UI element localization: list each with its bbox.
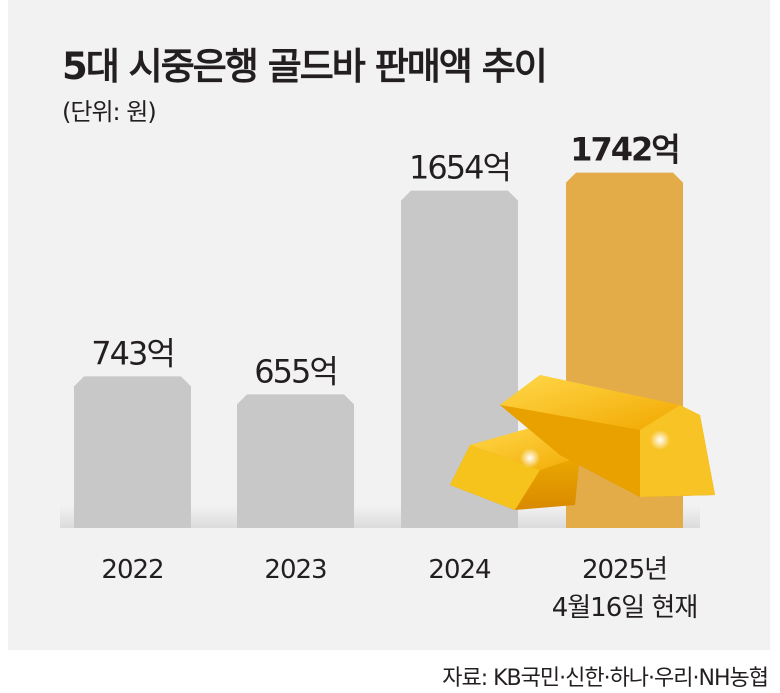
data-label: 655억 <box>254 352 337 390</box>
data-label: 1742억 <box>570 131 679 169</box>
source-note: 자료: KB국민·신한·하나·우리·NH농협 <box>442 666 769 691</box>
data-label: 1654억 <box>409 149 510 187</box>
baseline-shadow <box>60 505 700 528</box>
x-tick-label: 4월16일 현재 <box>552 593 698 623</box>
chart-title: 5대 시중은행 골드바 판매액 추이 <box>62 45 548 88</box>
bar-2022 <box>74 376 191 528</box>
bar-2023 <box>237 394 354 528</box>
x-tick-label: 2025년 <box>582 555 667 585</box>
x-tick-label: 2023 <box>264 555 326 585</box>
x-tick-label: 2022 <box>101 555 163 585</box>
gold-bars-icon <box>450 375 715 510</box>
unit-label: (단위: 원) <box>62 98 157 126</box>
data-label: 743억 <box>91 334 174 372</box>
x-tick-label: 2024 <box>428 555 491 585</box>
